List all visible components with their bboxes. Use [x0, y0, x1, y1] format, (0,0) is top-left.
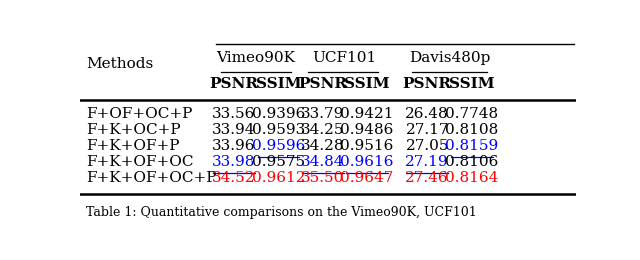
Text: 0.7748: 0.7748	[445, 107, 499, 121]
Text: 0.9421: 0.9421	[340, 107, 394, 121]
Text: 0.9516: 0.9516	[340, 139, 394, 153]
Text: 0.9396: 0.9396	[252, 107, 305, 121]
Text: 33.56: 33.56	[212, 107, 255, 121]
Text: Methods: Methods	[86, 57, 153, 71]
Text: F+K+OF+OC+P: F+K+OF+OC+P	[86, 171, 216, 185]
Text: 0.9486: 0.9486	[340, 123, 394, 137]
Text: 33.94: 33.94	[212, 123, 255, 137]
Text: 0.9575: 0.9575	[252, 155, 305, 169]
Text: Vimeo90K: Vimeo90K	[216, 51, 296, 65]
Text: 33.96: 33.96	[212, 139, 255, 153]
Text: F+K+OF+P: F+K+OF+P	[86, 139, 179, 153]
Text: 26.48: 26.48	[405, 107, 449, 121]
Text: 0.9647: 0.9647	[340, 171, 394, 185]
Text: 34.25: 34.25	[301, 123, 345, 137]
Text: 27.17: 27.17	[406, 123, 449, 137]
Text: UCF101: UCF101	[313, 51, 377, 65]
Text: 0.9612: 0.9612	[252, 171, 305, 185]
Text: SSIM: SSIM	[449, 77, 495, 91]
Text: Table 1: Quantitative comparisons on the Vimeo90K, UCF101: Table 1: Quantitative comparisons on the…	[86, 206, 477, 219]
Text: 27.19: 27.19	[405, 155, 449, 169]
Text: F+OF+OC+P: F+OF+OC+P	[86, 107, 193, 121]
Text: 0.9593: 0.9593	[252, 123, 305, 137]
Text: F+K+OC+P: F+K+OC+P	[86, 123, 180, 137]
Text: 33.79: 33.79	[301, 107, 345, 121]
Text: 0.8159: 0.8159	[445, 139, 499, 153]
Text: 27.05: 27.05	[406, 139, 449, 153]
Text: 27.46: 27.46	[405, 171, 449, 185]
Text: 34.84: 34.84	[301, 155, 345, 169]
Text: 0.8164: 0.8164	[445, 171, 499, 185]
Text: 0.9616: 0.9616	[340, 155, 394, 169]
Text: 0.8106: 0.8106	[445, 155, 499, 169]
Text: 35.50: 35.50	[301, 171, 345, 185]
Text: 0.9596: 0.9596	[252, 139, 305, 153]
Text: PSNR: PSNR	[209, 77, 259, 91]
Text: F+K+OF+OC: F+K+OF+OC	[86, 155, 193, 169]
Text: Davis480p: Davis480p	[409, 51, 490, 65]
Text: 34.52: 34.52	[212, 171, 255, 185]
Text: SSIM: SSIM	[344, 77, 390, 91]
Text: SSIM: SSIM	[255, 77, 301, 91]
Text: 0.8108: 0.8108	[445, 123, 499, 137]
Text: 33.98: 33.98	[212, 155, 255, 169]
Text: PSNR: PSNR	[403, 77, 452, 91]
Text: 34.28: 34.28	[301, 139, 345, 153]
Text: PSNR: PSNR	[298, 77, 348, 91]
